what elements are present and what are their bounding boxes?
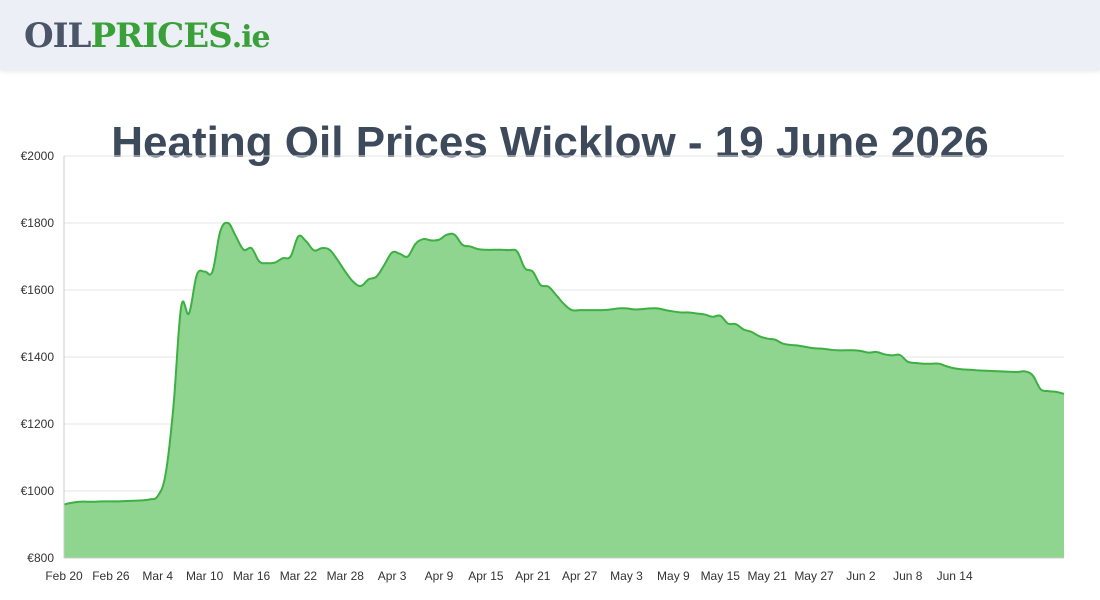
price-series-line xyxy=(63,221,1065,506)
chart-axes xyxy=(63,156,1064,559)
y-tick-label: €1400 xyxy=(21,350,55,364)
logo-text-oil: OIL xyxy=(24,16,91,56)
x-tick-label: Feb 20 xyxy=(45,569,83,583)
y-tick-label: €800 xyxy=(27,551,54,565)
x-tick-label: Jun 14 xyxy=(937,569,973,583)
x-tick-label: May 15 xyxy=(701,569,741,583)
x-tick-label: Apr 3 xyxy=(378,569,407,583)
y-tick-label: €2000 xyxy=(21,149,55,163)
x-tick-label: Mar 16 xyxy=(233,569,271,583)
x-tick-label: Mar 22 xyxy=(280,569,318,583)
x-tick-label: Mar 10 xyxy=(186,569,224,583)
x-tick-label: Mar 4 xyxy=(142,569,173,583)
logo-text-prices: PRICES xyxy=(90,16,232,56)
x-tick-label: Apr 27 xyxy=(562,569,598,583)
site-logo[interactable]: OILPRICES.ie xyxy=(24,14,271,60)
x-tick-label: May 3 xyxy=(610,569,643,583)
x-tick-label: Apr 15 xyxy=(468,569,504,583)
logo-text-domain: .ie xyxy=(231,20,271,55)
y-axis-tick-labels: €800 €1000 €1200 €1400 €1600 €1800 €2000 xyxy=(21,149,55,565)
x-tick-label: May 9 xyxy=(657,569,690,583)
y-tick-label: €1200 xyxy=(21,417,55,431)
price-area-fill xyxy=(64,222,1064,558)
x-tick-label: May 27 xyxy=(794,569,834,583)
site-header: OILPRICES.ie xyxy=(0,0,1100,70)
x-tick-label: Apr 9 xyxy=(425,569,454,583)
y-tick-label: €1600 xyxy=(21,283,55,297)
x-tick-label: May 21 xyxy=(747,569,787,583)
x-tick-label: Apr 21 xyxy=(515,569,551,583)
x-tick-label: Mar 28 xyxy=(327,569,365,583)
x-axis-tick-labels: Feb 20 Feb 26 Mar 4 Mar 10 Mar 16 Mar 22 Mar 2… xyxy=(45,569,973,583)
x-tick-label: Jun 2 xyxy=(846,569,876,583)
page-title: Heating Oil Prices Wicklow - 19 June 202… xyxy=(111,118,989,168)
chart-area-layer xyxy=(63,221,1065,558)
y-tick-label: €1000 xyxy=(21,484,55,498)
x-tick-label: Feb 26 xyxy=(92,569,130,583)
x-tick-label: Jun 8 xyxy=(893,569,923,583)
y-tick-label: €1800 xyxy=(21,216,55,230)
